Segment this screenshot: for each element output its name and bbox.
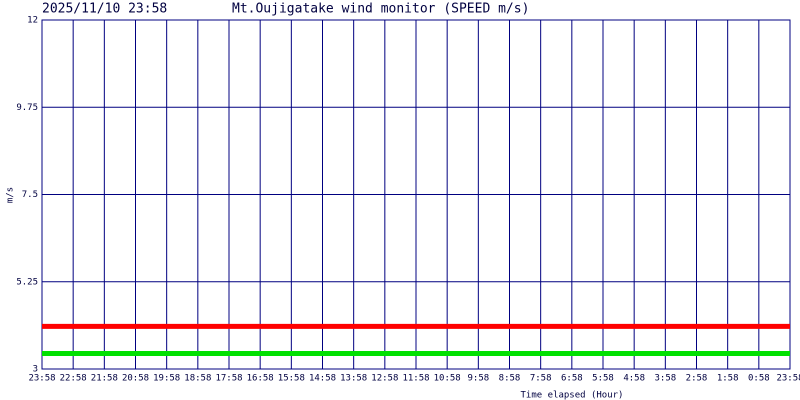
x-tick-label: 1:58 xyxy=(717,374,739,384)
x-tick-label: 10:58 xyxy=(434,374,461,384)
x-tick-label: 20:58 xyxy=(122,374,149,384)
x-tick-label: 4:58 xyxy=(623,374,645,384)
y-tick-label: 5.25 xyxy=(16,277,38,287)
chart-title: Mt.Oujigatake wind monitor (SPEED m/s) xyxy=(232,2,529,17)
x-tick-label: 19:58 xyxy=(153,374,180,384)
x-tick-label: 9:58 xyxy=(467,374,489,384)
x-tick-label: 23:58 xyxy=(776,374,800,384)
x-tick-label: 16:58 xyxy=(247,374,274,384)
x-tick-label: 22:58 xyxy=(60,374,87,384)
x-tick-label: 17:58 xyxy=(215,374,242,384)
x-tick-label: 13:58 xyxy=(340,374,367,384)
x-tick-label: 21:58 xyxy=(91,374,118,384)
x-tick-label: 8:58 xyxy=(499,374,521,384)
x-tick-label: 0:58 xyxy=(748,374,770,384)
y-tick-label: 3 xyxy=(33,365,38,375)
x-tick-label: 6:58 xyxy=(561,374,583,384)
x-tick-label: 12:58 xyxy=(371,374,398,384)
y-tick-label: 7.5 xyxy=(22,190,38,200)
x-tick-label: 5:58 xyxy=(592,374,614,384)
y-tick-label: 12 xyxy=(27,16,38,26)
x-tick-label: 11:58 xyxy=(402,374,429,384)
y-tick-label: 9.75 xyxy=(16,103,38,113)
x-tick-label: 2:58 xyxy=(686,374,708,384)
chart-date: 2025/11/10 23:58 xyxy=(42,2,167,17)
x-tick-label: 14:58 xyxy=(309,374,336,384)
plot-border xyxy=(41,19,791,370)
x-axis-label: Time elapsed (Hour) xyxy=(521,391,624,400)
x-tick-label: 23:58 xyxy=(28,374,55,384)
x-tick-label: 18:58 xyxy=(184,374,211,384)
x-tick-label: 3:58 xyxy=(654,374,676,384)
x-tick-label: 15:58 xyxy=(278,374,305,384)
x-tick-label: 7:58 xyxy=(530,374,552,384)
y-axis-label: m/s xyxy=(6,187,16,203)
